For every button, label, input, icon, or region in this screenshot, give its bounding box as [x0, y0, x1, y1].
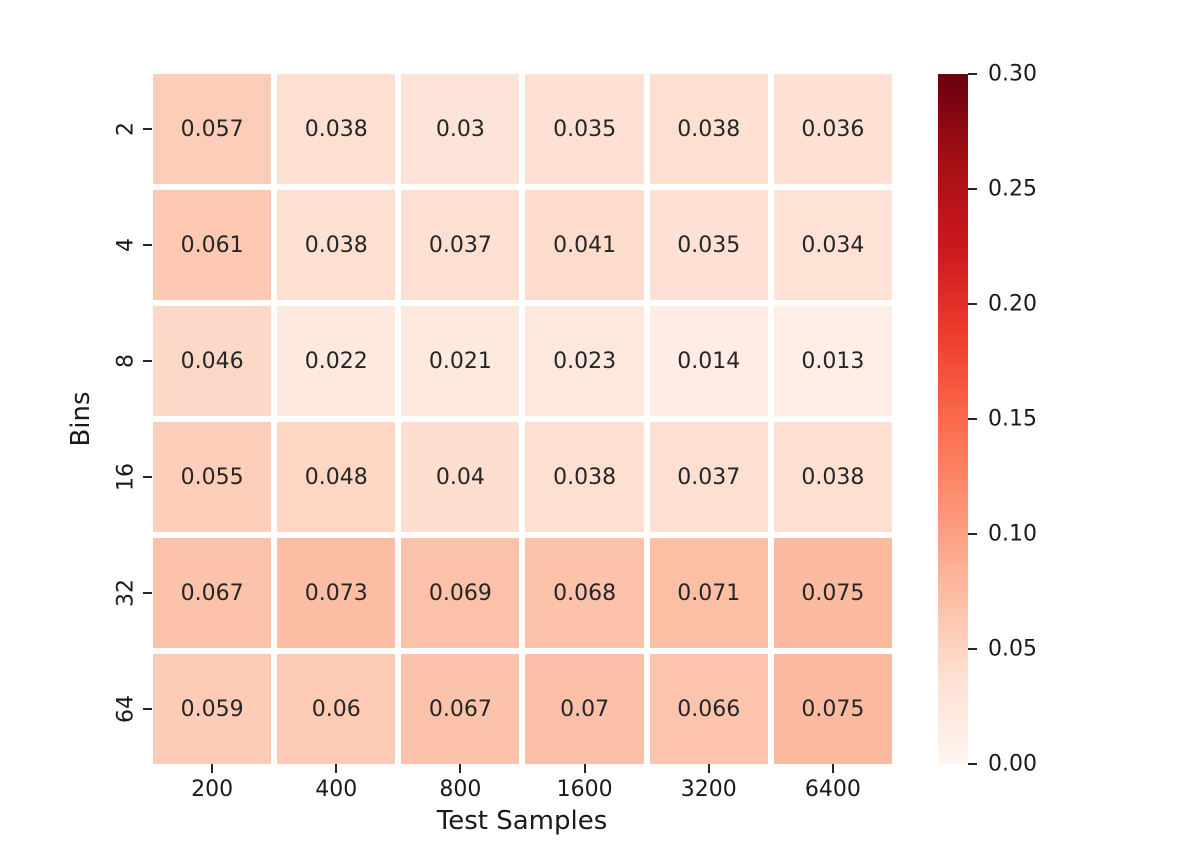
- heatmap-cell: 0.068: [525, 538, 644, 648]
- x-tick-mark: [211, 764, 214, 773]
- colorbar-tick-label: 0.10: [988, 521, 1037, 547]
- heatmap-cell: 0.067: [153, 538, 272, 648]
- heatmap-cell: 0.021: [401, 306, 520, 416]
- heatmap-cell: 0.013: [773, 306, 892, 416]
- colorbar-tick-mark: [968, 188, 977, 190]
- colorbar-tick-mark: [968, 533, 977, 535]
- heatmap-cell: 0.061: [153, 190, 272, 300]
- colorbar-tick-label: 0.30: [988, 61, 1037, 87]
- heatmap-cell: 0.073: [277, 538, 396, 648]
- heatmap-cell: 0.06: [277, 654, 396, 764]
- x-tick-label: 6400: [804, 777, 861, 802]
- colorbar-tick-mark: [968, 73, 977, 75]
- colorbar-tick-label: 0.25: [988, 176, 1037, 202]
- heatmap-cell: 0.034: [773, 190, 892, 300]
- x-tick-label: 200: [191, 777, 234, 802]
- heatmap-cell: 0.07: [525, 654, 644, 764]
- y-tick-mark: [143, 244, 152, 246]
- colorbar-tick-mark: [968, 418, 977, 420]
- heatmap-cell: 0.038: [277, 74, 396, 184]
- heatmap-cell: 0.022: [277, 306, 396, 416]
- x-axis-label: Test Samples: [436, 806, 608, 836]
- heatmap-cell: 0.038: [649, 74, 768, 184]
- heatmap-cell: 0.038: [773, 422, 892, 532]
- heatmap-cell: 0.041: [525, 190, 644, 300]
- heatmap-cell: 0.04: [401, 422, 520, 532]
- heatmap-cell: 0.038: [525, 422, 644, 532]
- x-tick-mark: [707, 764, 710, 773]
- heatmap-cell: 0.048: [277, 422, 396, 532]
- heatmap-cell: 0.036: [773, 74, 892, 184]
- y-tick-mark: [143, 476, 152, 478]
- x-tick-label: 3200: [680, 777, 737, 802]
- x-tick-label: 1600: [556, 777, 613, 802]
- colorbar-tick-label: 0.15: [988, 406, 1037, 432]
- colorbar-tick-label: 0.20: [988, 291, 1037, 317]
- colorbar-tick-mark: [968, 763, 977, 765]
- colorbar-tick-mark: [968, 303, 977, 305]
- heatmap-cell: 0.035: [525, 74, 644, 184]
- heatmap-cell: 0.057: [153, 74, 272, 184]
- heatmap-cell: 0.075: [773, 654, 892, 764]
- heatmap-cell: 0.035: [649, 190, 768, 300]
- heatmap-cell: 0.059: [153, 654, 272, 764]
- y-tick-label: 2: [113, 122, 139, 136]
- colorbar-tick-label: 0.05: [988, 636, 1037, 662]
- y-tick-label: 4: [113, 238, 139, 252]
- x-tick-label: 400: [315, 777, 358, 802]
- y-tick-mark: [143, 592, 152, 594]
- heatmap-cell: 0.069: [401, 538, 520, 648]
- x-tick-mark: [831, 764, 834, 773]
- heatmap-cell: 0.03: [401, 74, 520, 184]
- heatmap-cell: 0.037: [649, 422, 768, 532]
- colorbar-tick-label: 0.00: [988, 751, 1037, 777]
- y-tick-label: 64: [113, 695, 139, 723]
- heatmap-cell: 0.046: [153, 306, 272, 416]
- heatmap-grid: 0.057 0.038 0.03 0.035 0.038 0.036 0.061 0.038 0…: [153, 74, 892, 764]
- y-tick-label: 32: [113, 579, 139, 607]
- heatmap-cell: 0.055: [153, 422, 272, 532]
- heatmap-cell: 0.066: [649, 654, 768, 764]
- y-tick-mark: [143, 708, 152, 710]
- y-tick-mark: [143, 128, 152, 130]
- y-tick-mark: [143, 360, 152, 362]
- y-axis-label: Bins: [66, 391, 96, 447]
- heatmap-cell: 0.014: [649, 306, 768, 416]
- heatmap-cell: 0.038: [277, 190, 396, 300]
- y-tick-label: 16: [113, 463, 139, 491]
- x-tick-mark: [583, 764, 586, 773]
- heatmap-cell: 0.023: [525, 306, 644, 416]
- heatmap-cell: 0.075: [773, 538, 892, 648]
- heatmap-cell: 0.037: [401, 190, 520, 300]
- colorbar-tick-mark: [968, 648, 977, 650]
- heatmap-cell: 0.067: [401, 654, 520, 764]
- x-tick-mark: [335, 764, 338, 773]
- x-tick-mark: [459, 764, 462, 773]
- heatmap-cell: 0.071: [649, 538, 768, 648]
- colorbar-gradient: [938, 74, 968, 764]
- y-tick-label: 8: [113, 354, 139, 368]
- x-tick-label: 800: [439, 777, 482, 802]
